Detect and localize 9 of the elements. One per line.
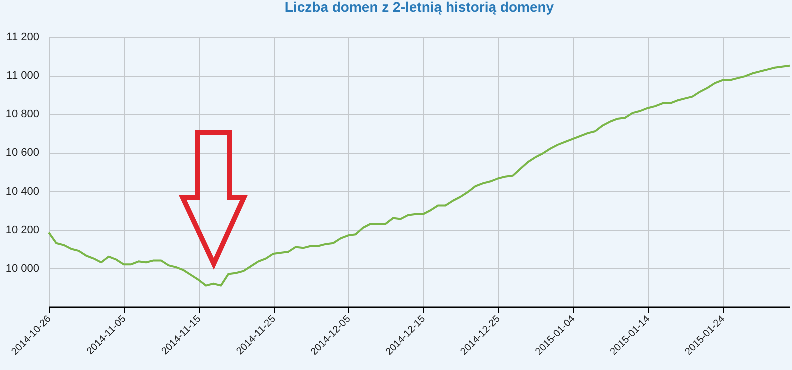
y-tick-label: 10 800 <box>6 108 40 121</box>
y-tick-label: 10 400 <box>6 186 40 198</box>
y-tick-label: 11 000 <box>6 70 40 82</box>
y-tick-label: 10 600 <box>6 147 40 160</box>
line-series <box>48 64 791 287</box>
y-tick-label: 11 200 <box>6 32 40 44</box>
y-tick-label: 10 000 <box>6 262 40 275</box>
y-tick-label: 10 200 <box>6 224 40 236</box>
chart-title: Liczba domen z 2-letnią historią domeny <box>284 0 554 15</box>
